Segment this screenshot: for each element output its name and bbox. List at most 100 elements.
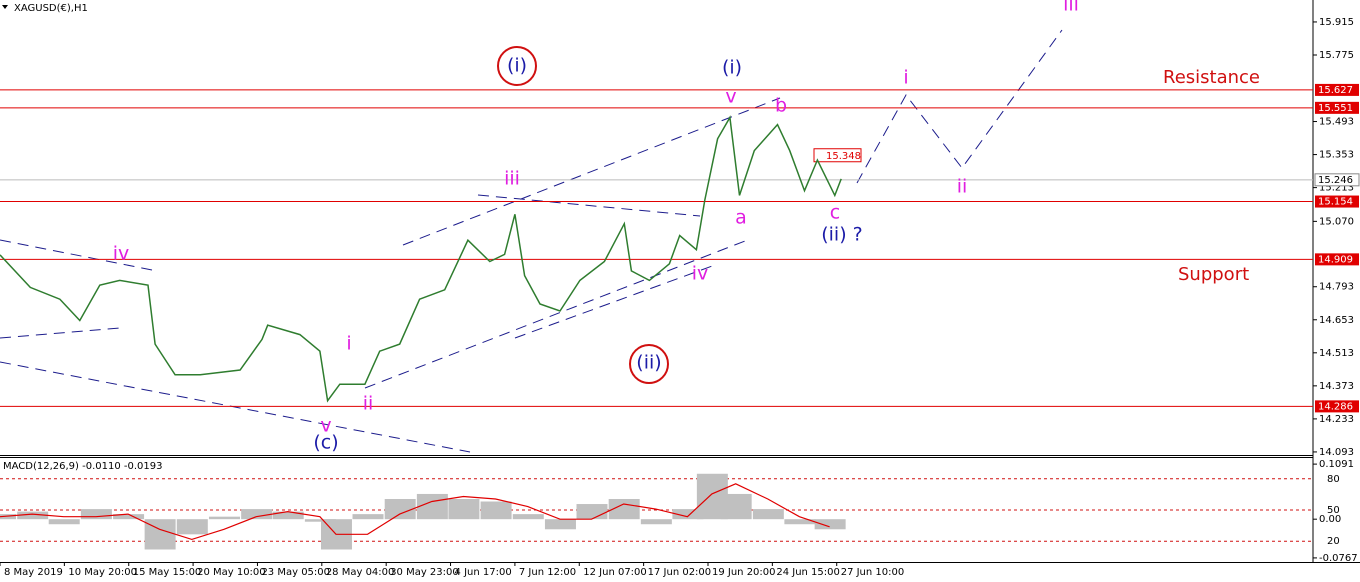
- wave-label: iii: [1063, 0, 1079, 16]
- menu-arrow: [2, 5, 8, 9]
- wave-circle: [497, 46, 537, 86]
- price-tag-box: [813, 148, 862, 163]
- y-tick-label: 14.513: [1319, 348, 1354, 359]
- y-tick-label: 14.373: [1319, 381, 1354, 392]
- wave-label: i: [346, 333, 351, 355]
- wave-lines: [0, 29, 1063, 453]
- macd-bar: [448, 498, 480, 520]
- macd-bar: [113, 514, 145, 520]
- wave-label: (c): [313, 432, 338, 454]
- current-price-tag: [1314, 173, 1360, 187]
- y-tick-label: 14.093: [1319, 447, 1354, 458]
- macd-bar: [752, 509, 784, 520]
- indicator-title: MACD(12,26,9) -0.0110 -0.0193: [3, 461, 163, 472]
- y2-tick-label: 20: [1327, 536, 1340, 547]
- wave-label: (i): [507, 55, 527, 77]
- macd-bar: [512, 514, 544, 520]
- level-label: 15.154: [1318, 197, 1353, 208]
- wave-label: ii: [363, 393, 374, 415]
- y-tick-label: 15.070: [1319, 216, 1354, 227]
- wave-label: (ii) ?: [821, 224, 863, 246]
- signal-line: [0, 483, 830, 541]
- level-tag: [1315, 83, 1359, 96]
- channel-line: [364, 240, 746, 389]
- x-tick-label: 7 Jun 12:00: [519, 567, 576, 578]
- macd-bar: [48, 519, 80, 525]
- y-tick-label: 0.1091: [1319, 459, 1354, 470]
- wave-label: iv: [113, 243, 130, 265]
- y-tick-label: 15.915: [1319, 17, 1354, 28]
- macd-bar: [640, 519, 672, 525]
- channel-line: [402, 97, 781, 246]
- level-tag: [1315, 400, 1359, 413]
- y-tick-label: -0.0767: [1319, 553, 1358, 564]
- x-tick-label: 20 May 10:00: [197, 567, 266, 578]
- macd-bar: [208, 516, 240, 520]
- macd-bar: [17, 511, 49, 520]
- x-tick-label: 17 Jun 02:00: [648, 567, 712, 578]
- x-tick-label: 12 Jun 07:00: [583, 567, 647, 578]
- x-tick-label: 8 May 2019: [4, 567, 63, 578]
- macd-bar: [272, 511, 304, 520]
- macd-bar: [0, 514, 16, 520]
- x-tick-label: 27 Jun 10:00: [841, 567, 905, 578]
- x-tick-label: 24 Jun 15:00: [776, 567, 840, 578]
- wave-label: c: [830, 202, 840, 224]
- macd-bar: [814, 519, 846, 530]
- macd-bar: [544, 519, 576, 530]
- y-tick-label: 15.493: [1319, 117, 1354, 128]
- chart-title: XAGUSD(€),H1: [14, 3, 88, 14]
- resistance-label: Resistance: [1163, 67, 1260, 88]
- x-tick-label: 30 May 23:00: [390, 567, 459, 578]
- channel-line: [0, 327, 121, 339]
- macd-bar: [352, 514, 384, 520]
- support-label: Support: [1178, 264, 1249, 285]
- macd-bar: [80, 509, 112, 520]
- x-tick-label: 23 May 05:00: [261, 567, 330, 578]
- channel-line: [0, 361, 471, 453]
- y-tick-label: 14.233: [1319, 414, 1354, 425]
- x-tick-label: 19 Jun 20:00: [712, 567, 776, 578]
- y-tick-label: 0.00: [1319, 514, 1341, 525]
- y-tick-label: 14.793: [1319, 282, 1354, 293]
- level-label: 15.551: [1318, 103, 1353, 114]
- wave-label: iv: [692, 263, 709, 285]
- wave-label: v: [725, 86, 736, 108]
- y-tick-label: 15.353: [1319, 150, 1354, 161]
- wave-label: v: [320, 415, 331, 437]
- wave-circle: [629, 344, 669, 384]
- wave-label: ii: [957, 176, 968, 198]
- macd-bar: [720, 493, 752, 520]
- level-label: 15.627: [1318, 85, 1353, 96]
- current-price-label: 15.246: [1318, 175, 1353, 186]
- x-tick-label: 15 May 15:00: [133, 567, 202, 578]
- macd-bar: [576, 504, 608, 520]
- x-tick-label: 4 Jun 17:00: [455, 567, 512, 578]
- triangle-line: [477, 194, 701, 217]
- price-line: [0, 115, 842, 403]
- macd-bar: [241, 509, 273, 520]
- macd-bar: [672, 509, 704, 520]
- x-tick-label: 10 May 20:00: [68, 567, 137, 578]
- macd-bar: [480, 501, 512, 520]
- level-label: 14.909: [1318, 254, 1353, 265]
- wave-label: b: [775, 95, 787, 117]
- macd-bar: [176, 519, 208, 535]
- wave-label: (ii): [636, 352, 661, 374]
- macd-bar: [416, 493, 448, 520]
- y2-tick-label: 80: [1327, 474, 1340, 485]
- level-label: 14.286: [1318, 401, 1353, 412]
- y-tick-label: 14.653: [1319, 315, 1354, 326]
- wave-label: iii: [504, 168, 520, 190]
- macd-bar: [304, 519, 336, 522]
- channel-line: [0, 239, 153, 271]
- y-tick-label: 15.213: [1319, 183, 1354, 194]
- macd-bar: [608, 498, 640, 520]
- level-tag: [1315, 195, 1359, 208]
- price-tag: 15.348: [826, 151, 861, 162]
- y2-tick-label: 50: [1327, 505, 1340, 516]
- level-tag: [1315, 253, 1359, 266]
- x-tick-label: 28 May 04:00: [326, 567, 395, 578]
